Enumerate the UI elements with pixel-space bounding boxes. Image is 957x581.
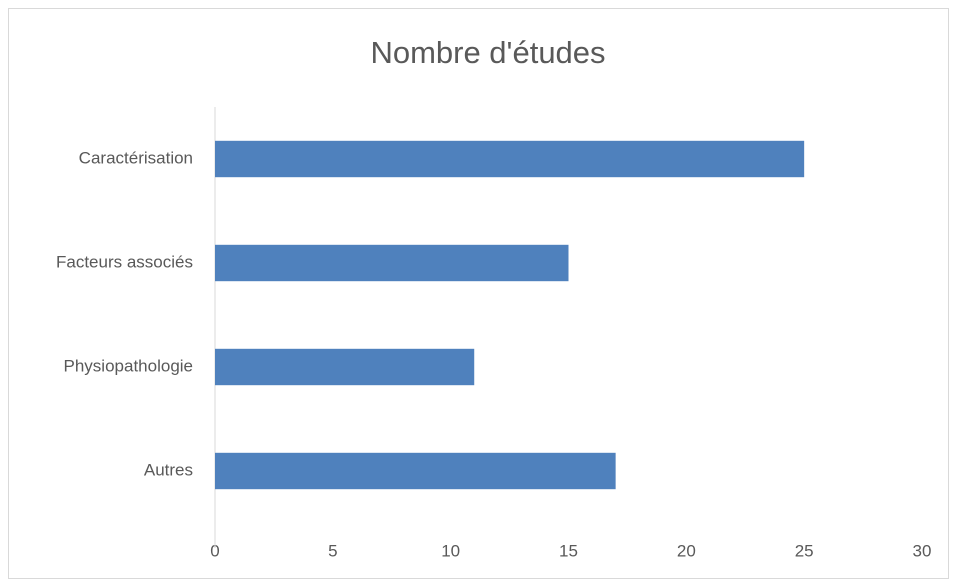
x-tick-label: 15 [559,541,578,560]
x-tick-label: 25 [795,541,814,560]
x-tick-label: 30 [913,541,932,560]
chart-border [8,8,949,579]
bar [215,348,475,386]
y-tick-label: Facteurs associés [56,252,193,271]
bar [215,244,569,282]
x-tick-label: 5 [328,541,337,560]
x-tick-label: 20 [677,541,696,560]
bar [215,452,616,490]
bar [215,140,805,178]
x-tick-label: 10 [441,541,460,560]
x-tick-label: 0 [210,541,219,560]
y-tick-label: Autres [144,460,193,479]
y-tick-label: Physiopathologie [64,356,193,375]
chart-title: Nombre d'études [370,35,605,70]
y-tick-label: Caractérisation [79,148,193,167]
